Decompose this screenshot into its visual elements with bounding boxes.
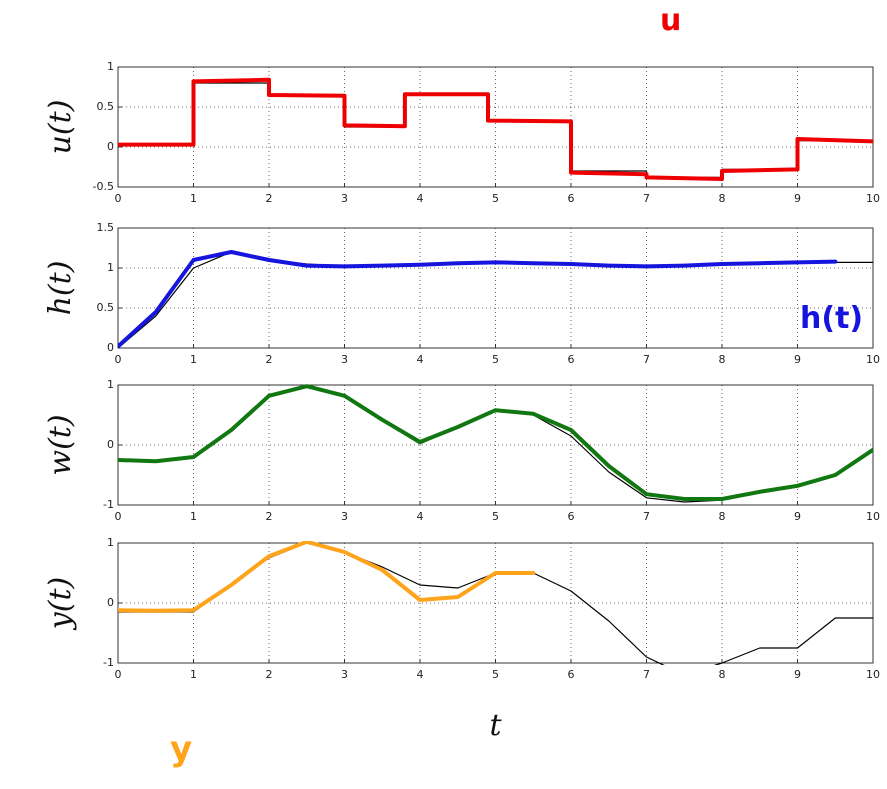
- y-tick-label: 1: [107, 378, 114, 391]
- x-tick-label: 9: [794, 353, 801, 366]
- y-tick-label: 0.5: [97, 301, 115, 314]
- y-tick-label: 1: [107, 261, 114, 274]
- x-tick-label: 10: [866, 510, 880, 523]
- x-tick-label: 9: [794, 510, 801, 523]
- x-tick-label: 4: [417, 510, 424, 523]
- x-tick-label: 7: [643, 192, 650, 205]
- figure: 012345678910-0.500.51u(t)u01234567891000…: [0, 0, 887, 789]
- y-axis-label: y(t): [43, 577, 78, 631]
- x-tick-label: 4: [417, 668, 424, 681]
- x-tick-label: 5: [492, 192, 499, 205]
- x-tick-label: 1: [190, 353, 197, 366]
- x-tick-label: 2: [266, 668, 273, 681]
- y-tick-label: 0: [107, 596, 114, 609]
- annotation: h(t): [800, 301, 863, 336]
- x-tick-label: 0: [115, 353, 122, 366]
- y-tick-label: 1: [107, 60, 114, 73]
- x-tick-label: 4: [417, 353, 424, 366]
- x-axis-label: t: [489, 708, 502, 743]
- x-tick-label: 3: [341, 353, 348, 366]
- x-tick-label: 2: [266, 510, 273, 523]
- x-tick-label: 0: [115, 668, 122, 681]
- x-tick-label: 9: [794, 192, 801, 205]
- y-tick-label: 0: [107, 438, 114, 451]
- x-tick-label: 0: [115, 192, 122, 205]
- x-tick-label: 2: [266, 353, 273, 366]
- x-tick-label: 8: [719, 668, 726, 681]
- y-tick-label: 1.5: [97, 221, 115, 234]
- x-tick-label: 3: [341, 192, 348, 205]
- x-tick-label: 5: [492, 353, 499, 366]
- x-tick-label: 2: [266, 192, 273, 205]
- x-tick-label: 5: [492, 510, 499, 523]
- x-tick-label: 6: [568, 192, 575, 205]
- x-tick-label: 10: [866, 353, 880, 366]
- annotation: y: [170, 729, 192, 769]
- y-tick-label: 0: [107, 140, 114, 153]
- x-tick-label: 4: [417, 192, 424, 205]
- x-tick-label: 0: [115, 510, 122, 523]
- y-axis-label: u(t): [43, 100, 78, 155]
- x-tick-label: 7: [643, 510, 650, 523]
- x-tick-label: 6: [568, 510, 575, 523]
- y-axis-label: w(t): [43, 414, 78, 475]
- x-tick-label: 1: [190, 192, 197, 205]
- y-tick-label: -1: [103, 498, 114, 511]
- x-tick-label: 3: [341, 510, 348, 523]
- x-tick-label: 8: [719, 353, 726, 366]
- annotation: u: [660, 3, 681, 38]
- y-tick-label: 1: [107, 536, 114, 549]
- x-tick-label: 8: [719, 192, 726, 205]
- x-tick-label: 9: [794, 668, 801, 681]
- x-tick-label: 1: [190, 510, 197, 523]
- y-tick-label: -0.5: [93, 180, 114, 193]
- y-axis-label: h(t): [43, 261, 78, 316]
- x-tick-label: 8: [719, 510, 726, 523]
- x-tick-label: 6: [568, 353, 575, 366]
- x-tick-label: 10: [866, 192, 880, 205]
- y-tick-label: 0.5: [97, 100, 115, 113]
- x-tick-label: 7: [643, 668, 650, 681]
- y-tick-label: 0: [107, 341, 114, 354]
- x-tick-label: 5: [492, 668, 499, 681]
- x-tick-label: 6: [568, 668, 575, 681]
- x-tick-label: 10: [866, 668, 880, 681]
- x-tick-label: 3: [341, 668, 348, 681]
- x-tick-label: 1: [190, 668, 197, 681]
- y-tick-label: -1: [103, 656, 114, 669]
- x-tick-label: 7: [643, 353, 650, 366]
